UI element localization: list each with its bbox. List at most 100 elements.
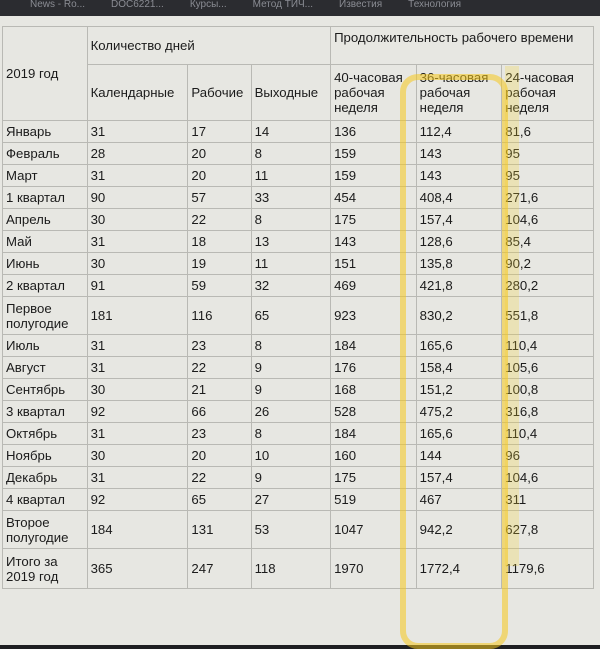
col-header-36h: 36-часовая рабочая неделя [415, 64, 503, 121]
table-cell: 9 [250, 466, 332, 489]
table-cell: 22 [187, 356, 252, 379]
table-cell: 159 [330, 164, 417, 187]
table-cell: 90,2 [501, 252, 594, 275]
table-cell: 33 [250, 186, 332, 209]
col-header-weekend: Выходные [250, 64, 332, 121]
table-cell: 1179,6 [501, 548, 594, 589]
table-cell: 271,6 [501, 186, 594, 209]
table-cell: 181 [86, 296, 189, 335]
table-cell: 81,6 [501, 120, 594, 143]
table-cell: 21 [187, 378, 252, 401]
table-cell: 20 [187, 142, 252, 165]
row-label: Декабрь [2, 466, 88, 489]
row-label: Второе полугодие [2, 510, 88, 549]
table-cell: 110,4 [501, 334, 594, 357]
table-cell: 143 [330, 230, 417, 253]
table-cell: 247 [187, 548, 252, 589]
browser-tab[interactable]: Метод ТИЧ... [252, 0, 314, 10]
table-cell: 31 [86, 334, 189, 357]
table-cell: 454 [330, 186, 417, 209]
table-cell: 30 [86, 208, 189, 231]
table-cell: 10 [250, 444, 332, 467]
table-body: Январь 31 17 14 136 112,4 81,6 Февраль 28 20 8 159 1… [2, 120, 594, 589]
table-cell: 551,8 [501, 296, 594, 335]
table-cell: 104,6 [501, 208, 594, 231]
table-cell: 280,2 [501, 274, 594, 297]
table-cell: 143 [415, 142, 503, 165]
table-cell: 467 [415, 488, 503, 511]
table-cell: 165,6 [415, 334, 503, 357]
table-cell: 105,6 [501, 356, 594, 379]
table-cell: 1970 [330, 548, 417, 589]
table-row: Октябрь 31 23 8 184 165,6 110,4 [2, 422, 594, 445]
browser-tab[interactable]: Технология [408, 0, 462, 10]
table-cell: 157,4 [415, 208, 503, 231]
hours-group-header: Продолжительность рабочего времени [330, 26, 594, 65]
table-cell: 85,4 [501, 230, 594, 253]
browser-tab[interactable]: DOC6221... [111, 0, 164, 10]
table-cell: 23 [187, 422, 252, 445]
table-cell: 151,2 [415, 378, 503, 401]
table-cell: 104,6 [501, 466, 594, 489]
table-row: Первое полугодие 181 116 65 923 830,2 551,8 [2, 296, 594, 335]
table-cell: 31 [86, 422, 189, 445]
table-cell: 8 [250, 334, 332, 357]
table-cell: 26 [250, 400, 332, 423]
document-page: 2019 год Количество дней Продолжительнос… [0, 16, 600, 649]
table-cell: 408,4 [415, 186, 503, 209]
table-cell: 143 [415, 164, 503, 187]
table-cell: 365 [86, 548, 189, 589]
row-label: Итого за 2019 год [2, 548, 88, 589]
row-label: Май [2, 230, 88, 253]
browser-tab[interactable]: News - Ro... [30, 0, 86, 10]
table-cell: 528 [330, 400, 417, 423]
table-cell: 17 [187, 120, 252, 143]
table-cell: 157,4 [415, 466, 503, 489]
table-cell: 20 [187, 444, 252, 467]
table-cell: 8 [250, 422, 332, 445]
table-cell: 316,8 [501, 400, 594, 423]
row-label: Октябрь [2, 422, 88, 445]
table-cell: 627,8 [501, 510, 594, 549]
table-cell: 168 [330, 378, 417, 401]
table-cell: 95 [501, 164, 594, 187]
table-cell: 92 [86, 488, 189, 511]
table-cell: 469 [330, 274, 417, 297]
browser-tab[interactable]: Курсы... [189, 0, 227, 10]
table-cell: 942,2 [415, 510, 503, 549]
table-cell: 27 [250, 488, 332, 511]
table-cell: 13 [250, 230, 332, 253]
table-cell: 8 [250, 142, 332, 165]
row-label: Август [2, 356, 88, 379]
table-cell: 22 [187, 466, 252, 489]
table-row: Май 31 18 13 143 128,6 85,4 [2, 230, 594, 253]
table-cell: 151 [330, 252, 417, 275]
table-cell: 421,8 [415, 274, 503, 297]
table-cell: 11 [250, 252, 332, 275]
table-row: Август 31 22 9 176 158,4 105,6 [2, 356, 594, 379]
row-label: Июнь [2, 252, 88, 275]
table-cell: 31 [86, 230, 189, 253]
table-cell: 158,4 [415, 356, 503, 379]
table-cell: 32 [250, 274, 332, 297]
table-cell: 135,8 [415, 252, 503, 275]
table-row: 2 квартал 91 59 32 469 421,8 280,2 [2, 274, 594, 297]
table-cell: 66 [187, 400, 252, 423]
row-label: Первое полугодие [2, 296, 88, 335]
table-row: Январь 31 17 14 136 112,4 81,6 [2, 120, 594, 143]
browser-tab[interactable]: Известия [339, 0, 383, 10]
table-cell: 830,2 [415, 296, 503, 335]
col-header-calendar: Календарные [86, 64, 189, 121]
table-cell: 118 [250, 548, 332, 589]
table-cell: 11 [250, 164, 332, 187]
table-cell: 30 [86, 378, 189, 401]
table-cell: 136 [330, 120, 417, 143]
table-cell: 1047 [330, 510, 417, 549]
table-cell: 31 [86, 164, 189, 187]
table-row: Сентябрь 30 21 9 168 151,2 100,8 [2, 378, 594, 401]
table-cell: 184 [330, 334, 417, 357]
table-row: Итого за 2019 год 365 247 118 1970 1772,4 1179… [2, 548, 594, 589]
table-cell: 184 [330, 422, 417, 445]
work-hours-table: 2019 год Количество дней Продолжительнос… [2, 26, 594, 589]
table-row: Второе полугодие 184 131 53 1047 942,2 627,8 [2, 510, 594, 549]
